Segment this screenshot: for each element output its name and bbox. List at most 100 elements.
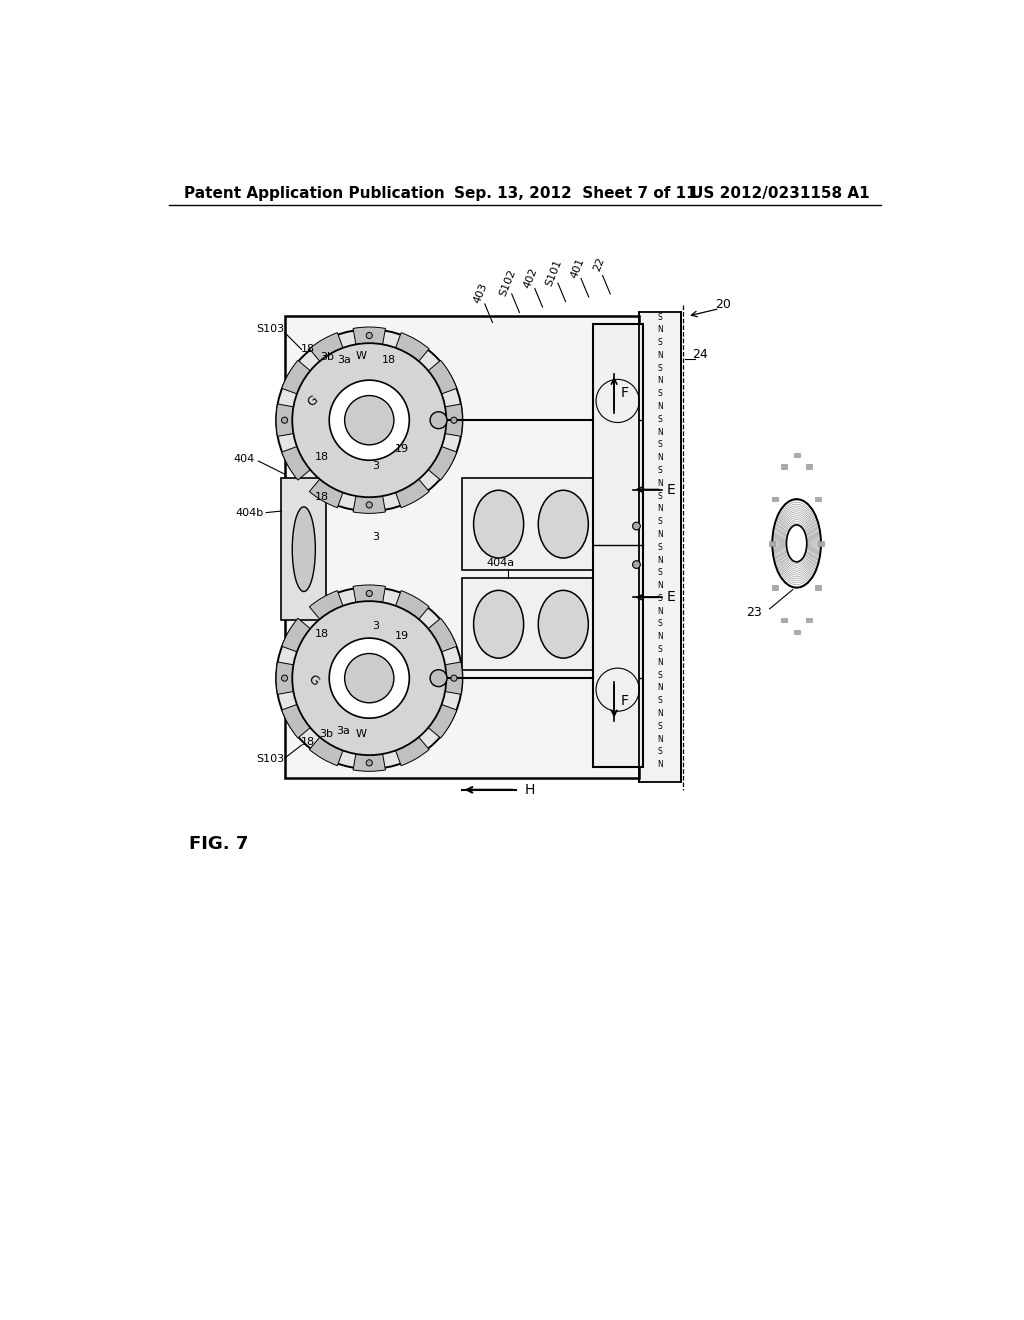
Text: S: S	[657, 671, 663, 680]
Ellipse shape	[473, 490, 523, 558]
Text: 402: 402	[522, 267, 540, 289]
Text: S: S	[657, 517, 663, 527]
Wedge shape	[282, 446, 311, 480]
Wedge shape	[395, 479, 429, 508]
Text: G: G	[305, 672, 321, 689]
Circle shape	[430, 412, 447, 429]
Ellipse shape	[292, 507, 315, 591]
Text: N: N	[657, 632, 663, 642]
Bar	[806, 618, 812, 623]
Text: E: E	[667, 590, 676, 605]
Text: N: N	[657, 709, 663, 718]
Circle shape	[282, 675, 288, 681]
Text: N: N	[657, 684, 663, 693]
Circle shape	[451, 417, 457, 424]
Bar	[794, 630, 800, 635]
Text: S: S	[657, 696, 663, 705]
Bar	[282, 478, 326, 620]
Text: 18: 18	[314, 453, 329, 462]
Ellipse shape	[539, 590, 589, 659]
Text: Patent Application Publication: Patent Application Publication	[184, 186, 445, 201]
Bar	[593, 323, 643, 767]
Text: Sep. 13, 2012  Sheet 7 of 11: Sep. 13, 2012 Sheet 7 of 11	[454, 186, 696, 201]
Text: US 2012/0231158 A1: US 2012/0231158 A1	[691, 186, 869, 201]
Text: S: S	[657, 389, 663, 399]
Bar	[769, 541, 775, 545]
Circle shape	[367, 760, 373, 766]
Bar	[639, 313, 681, 781]
Text: E: E	[667, 483, 676, 496]
Text: 3a: 3a	[336, 726, 350, 735]
Text: S: S	[657, 364, 663, 372]
Text: S103: S103	[257, 325, 285, 334]
Wedge shape	[428, 618, 457, 652]
Wedge shape	[309, 479, 343, 508]
Text: 3: 3	[372, 620, 379, 631]
Text: N: N	[657, 657, 663, 667]
Text: 3b: 3b	[319, 730, 333, 739]
Text: S: S	[657, 414, 663, 424]
Wedge shape	[276, 661, 294, 694]
Text: S: S	[657, 543, 663, 552]
Wedge shape	[353, 495, 385, 513]
Circle shape	[292, 343, 446, 498]
Text: S: S	[657, 594, 663, 603]
Text: N: N	[657, 607, 663, 615]
Circle shape	[633, 561, 640, 569]
Circle shape	[330, 380, 410, 461]
Text: S: S	[657, 645, 663, 655]
Text: N: N	[657, 453, 663, 462]
Bar	[806, 465, 812, 469]
Bar	[794, 453, 800, 457]
Wedge shape	[282, 360, 311, 395]
Text: N: N	[657, 376, 663, 385]
Text: F: F	[621, 694, 629, 709]
Text: G: G	[305, 393, 321, 409]
Wedge shape	[282, 705, 311, 738]
Wedge shape	[428, 360, 457, 395]
Wedge shape	[282, 618, 311, 652]
Text: 404b: 404b	[236, 508, 264, 517]
Circle shape	[451, 675, 457, 681]
Text: N: N	[657, 581, 663, 590]
Text: W: W	[356, 351, 367, 362]
Text: N: N	[657, 735, 663, 743]
Wedge shape	[395, 737, 429, 766]
Text: 18: 18	[301, 345, 314, 354]
Bar	[462, 478, 593, 570]
Text: N: N	[657, 760, 663, 770]
Circle shape	[633, 523, 640, 529]
Text: 22: 22	[592, 256, 606, 273]
Wedge shape	[428, 705, 457, 738]
Bar	[815, 585, 821, 590]
Text: S: S	[657, 747, 663, 756]
Text: H: H	[524, 783, 535, 797]
Text: 404a: 404a	[486, 557, 514, 568]
Text: S: S	[657, 313, 663, 322]
Text: N: N	[657, 403, 663, 411]
Text: 20: 20	[716, 298, 731, 312]
Circle shape	[345, 653, 394, 702]
Bar	[772, 585, 778, 590]
Text: N: N	[657, 428, 663, 437]
Wedge shape	[353, 585, 385, 603]
Ellipse shape	[539, 490, 589, 558]
Wedge shape	[353, 327, 385, 345]
Text: S: S	[657, 722, 663, 731]
Wedge shape	[395, 590, 429, 620]
Text: FIG. 7: FIG. 7	[189, 834, 249, 853]
Text: N: N	[657, 556, 663, 565]
Text: N: N	[657, 504, 663, 513]
Bar	[815, 496, 821, 502]
Text: S103: S103	[257, 754, 285, 764]
Text: 18: 18	[314, 630, 329, 639]
Text: S: S	[657, 338, 663, 347]
Wedge shape	[276, 404, 294, 437]
Text: 404: 404	[233, 454, 255, 463]
Wedge shape	[309, 737, 343, 766]
Text: N: N	[657, 479, 663, 488]
Wedge shape	[309, 333, 343, 362]
Ellipse shape	[276, 587, 463, 770]
Wedge shape	[428, 446, 457, 480]
Circle shape	[367, 333, 373, 339]
